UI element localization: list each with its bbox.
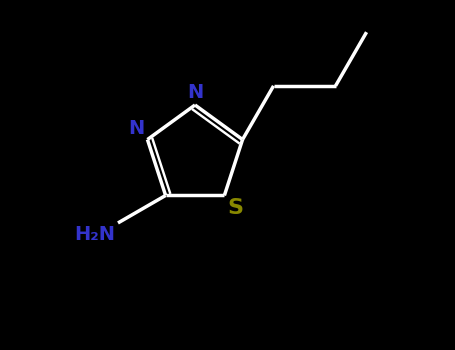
Text: S: S <box>228 198 243 218</box>
Text: N: N <box>128 119 144 138</box>
Text: N: N <box>187 83 203 102</box>
Text: H₂N: H₂N <box>74 225 115 244</box>
